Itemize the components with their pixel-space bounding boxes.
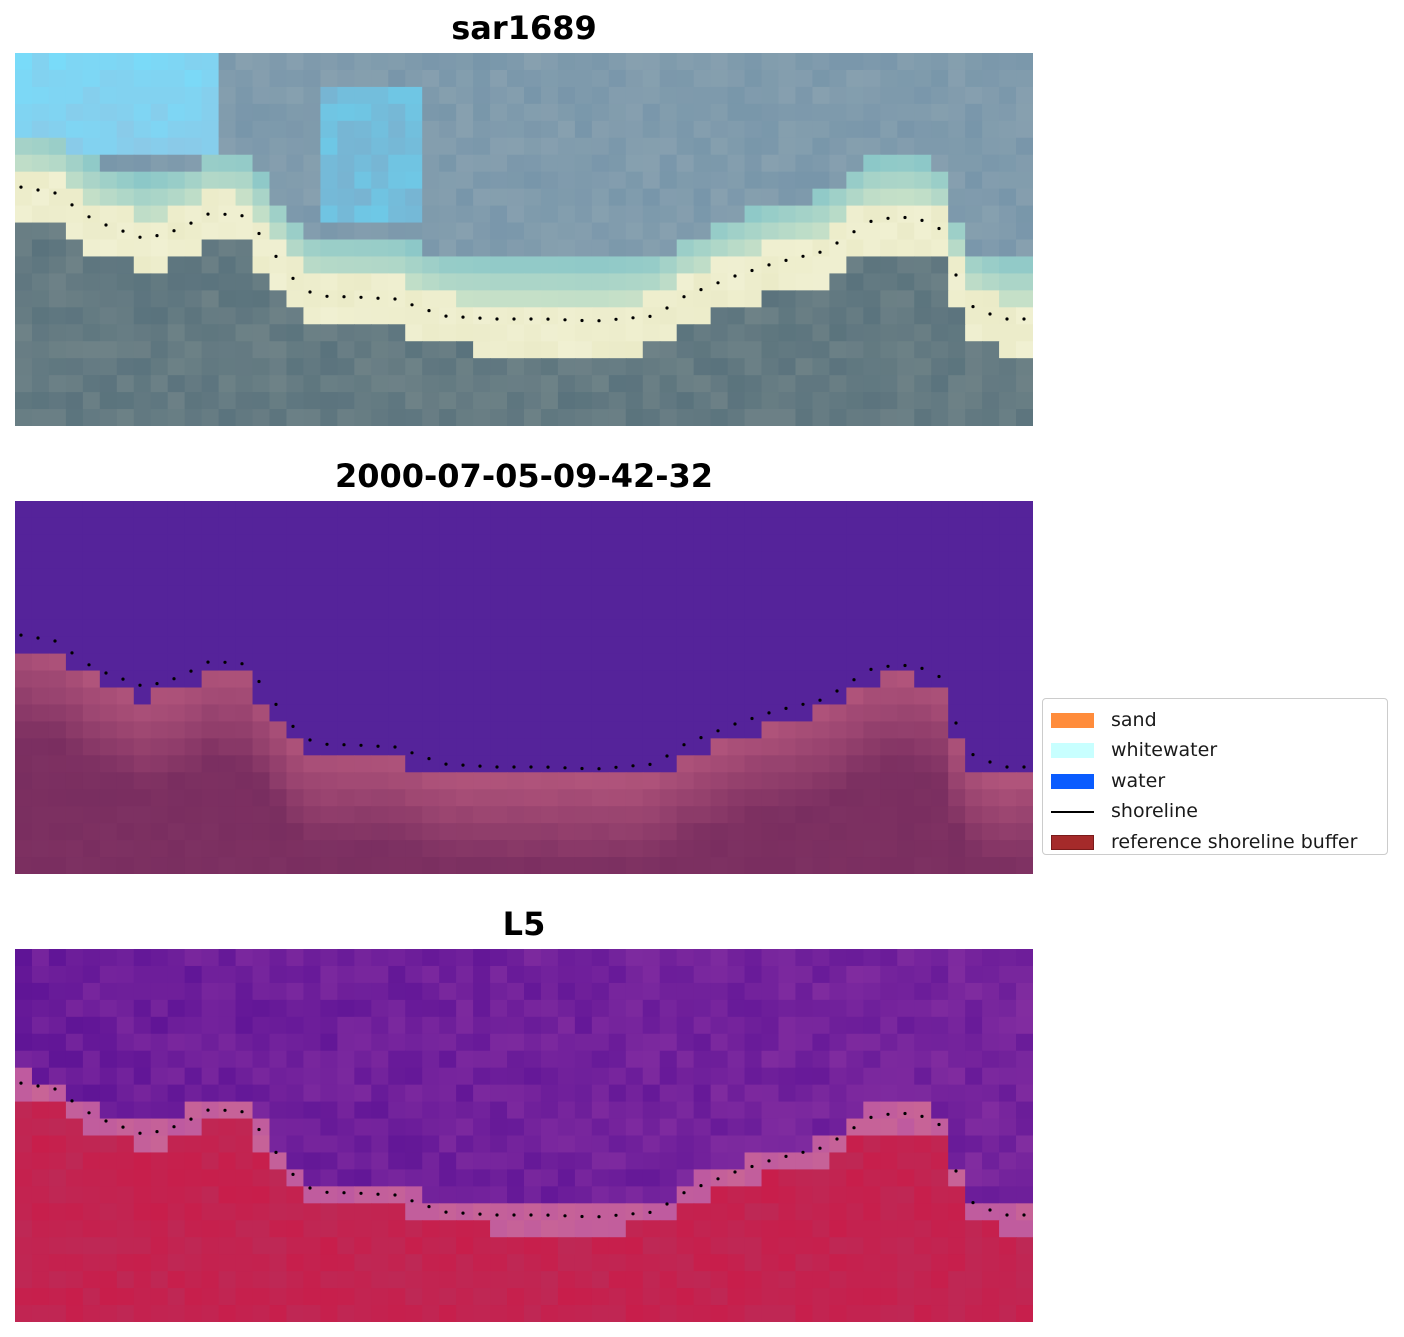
legend-label: water — [1111, 769, 1166, 792]
sand-swatch — [1051, 713, 1094, 728]
water-swatch — [1051, 773, 1094, 789]
mndwi-pixels — [15, 949, 1033, 1322]
legend: sand whitewater water shoreline referenc… — [1042, 698, 1388, 855]
rgb-composite-image — [15, 53, 1033, 426]
legend-label: shoreline — [1111, 800, 1198, 823]
rgb-panel-svg — [15, 53, 1033, 426]
shoreline-dots — [19, 1081, 1026, 1219]
class-pixels — [15, 501, 1033, 874]
class-panel-svg — [15, 501, 1033, 874]
legend-label: sand — [1111, 709, 1157, 731]
legend-item-reference-buffer: reference shoreline buffer — [1051, 827, 1379, 857]
panel-title-3: L5 — [502, 905, 546, 943]
shoreline-dots — [19, 185, 1026, 323]
panel-title-1: sar1689 — [451, 9, 597, 47]
legend-item-whitewater: whitewater — [1051, 735, 1379, 765]
legend-item-sand: sand — [1051, 705, 1379, 735]
buffer-swatch — [1051, 834, 1094, 850]
mndwi-image — [15, 949, 1033, 1322]
legend-label: reference shoreline buffer — [1111, 830, 1358, 853]
classified-image — [15, 501, 1033, 874]
shoreline-dots — [19, 633, 1026, 771]
mndwi-panel-svg — [15, 949, 1033, 1322]
shoreline-line-swatch — [1051, 811, 1094, 814]
whitewater-swatch — [1051, 743, 1094, 759]
legend-label: whitewater — [1111, 739, 1218, 762]
legend-item-water: water — [1051, 766, 1379, 796]
legend-item-shoreline: shoreline — [1051, 796, 1379, 826]
rgb-pixels — [15, 53, 1033, 426]
panel-title-2: 2000-07-05-09-42-32 — [334, 457, 714, 495]
